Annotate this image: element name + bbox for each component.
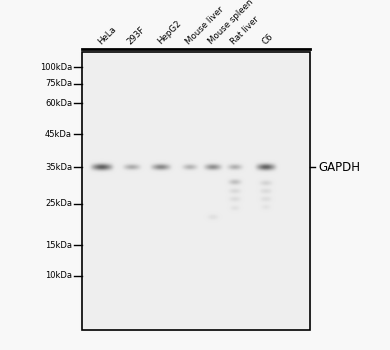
Text: HepG2: HepG2 [156, 19, 183, 46]
Text: Mouse liver: Mouse liver [184, 5, 225, 46]
Text: GAPDH: GAPDH [318, 161, 360, 174]
Text: Rat liver: Rat liver [230, 14, 261, 46]
Bar [82, 52, 310, 330]
Text: 293F: 293F [126, 25, 147, 46]
Text: 45kDa: 45kDa [45, 130, 72, 139]
Text: 15kDa: 15kDa [45, 241, 72, 250]
Text: HeLa: HeLa [96, 24, 118, 46]
Text: 75kDa: 75kDa [45, 79, 72, 89]
Text: C6: C6 [260, 32, 275, 46]
Text: Mouse spleen: Mouse spleen [207, 0, 255, 46]
Text: 10kDa: 10kDa [45, 271, 72, 280]
Text: 35kDa: 35kDa [45, 163, 72, 172]
Text: 100kDa: 100kDa [40, 63, 72, 72]
Text: 60kDa: 60kDa [45, 99, 72, 108]
Text: 25kDa: 25kDa [45, 199, 72, 208]
